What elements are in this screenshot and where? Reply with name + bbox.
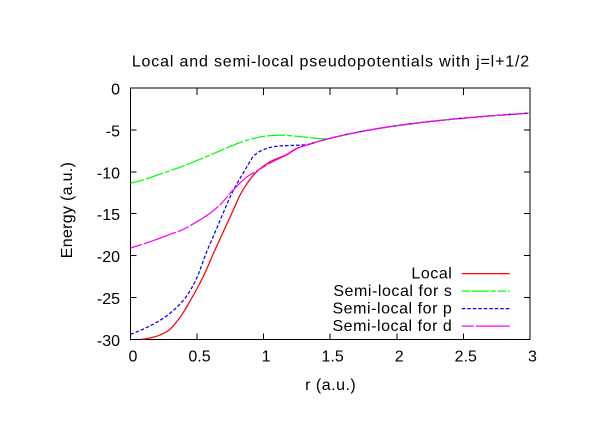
svg-text:Local and semi-local pseudopot: Local and semi-local pseudopotentials wi… — [132, 54, 530, 71]
svg-text:Local: Local — [411, 266, 452, 283]
svg-text:2: 2 — [395, 349, 404, 366]
svg-text:-5: -5 — [106, 123, 120, 140]
svg-text:-30: -30 — [97, 333, 120, 350]
svg-text:-25: -25 — [97, 291, 120, 308]
svg-text:0: 0 — [111, 82, 120, 99]
svg-text:Semi-local for d: Semi-local for d — [332, 318, 452, 335]
svg-text:0.5: 0.5 — [188, 349, 210, 366]
svg-text:-20: -20 — [97, 249, 120, 266]
svg-text:3: 3 — [528, 349, 537, 366]
svg-text:1.5: 1.5 — [321, 349, 343, 366]
svg-text:r (a.u.): r (a.u.) — [305, 377, 356, 394]
svg-text:-15: -15 — [97, 207, 120, 224]
svg-text:Energy (a.u.): Energy (a.u.) — [59, 162, 76, 258]
svg-text:Semi-local for s: Semi-local for s — [333, 283, 452, 300]
svg-text:1: 1 — [262, 349, 271, 366]
svg-text:0: 0 — [128, 349, 137, 366]
svg-text:Semi-local for p: Semi-local for p — [332, 301, 452, 318]
svg-text:2.5: 2.5 — [455, 349, 477, 366]
svg-text:-10: -10 — [97, 165, 120, 182]
